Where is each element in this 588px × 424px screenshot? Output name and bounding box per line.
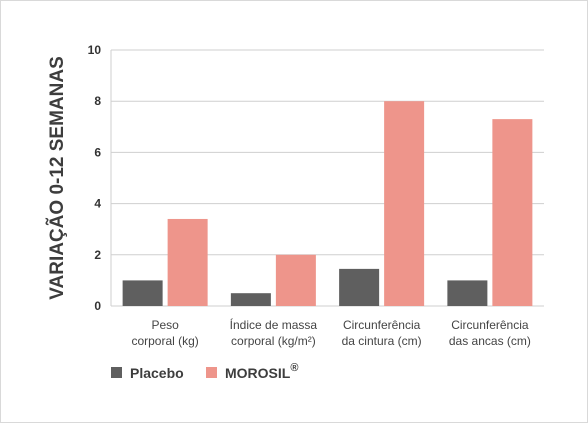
legend-swatch-placebo bbox=[111, 367, 122, 378]
bar-placebo-3 bbox=[447, 280, 488, 306]
bar-morosil-2 bbox=[384, 101, 425, 306]
y-axis-label: VARIAÇÃO 0-12 SEMANAS bbox=[46, 56, 68, 300]
x-category-label-line: corporal (kg/m²) bbox=[231, 334, 316, 348]
bar-morosil-3 bbox=[492, 119, 533, 307]
x-category-label-line: da cintura (cm) bbox=[342, 334, 422, 348]
y-tick-label-10: 10 bbox=[88, 43, 102, 57]
x-category-label-0: Peso corporal (kg) bbox=[131, 318, 198, 348]
x-category-label-1: Índice de massa corporal (kg/m²) bbox=[230, 317, 318, 348]
x-category-label-line: Índice de massa bbox=[230, 317, 318, 332]
x-category-label-line: Circunferência bbox=[451, 318, 529, 332]
bar-placebo-0 bbox=[122, 280, 163, 306]
x-category-label-line: Circunferência bbox=[343, 318, 421, 332]
x-category-label-line: Peso bbox=[151, 318, 179, 332]
bar-placebo-2 bbox=[339, 268, 380, 306]
x-category-label-line: das ancas (cm) bbox=[449, 334, 531, 348]
x-category-label-line: corporal (kg) bbox=[131, 334, 198, 348]
legend-label-morosil: MOROSIL® bbox=[225, 362, 298, 381]
y-tick-label-2: 2 bbox=[94, 248, 101, 262]
y-tick-label-4: 4 bbox=[94, 197, 101, 211]
bar-morosil-1 bbox=[275, 254, 316, 306]
y-tick-label-8: 8 bbox=[94, 94, 101, 108]
y-tick-label-0: 0 bbox=[94, 299, 101, 313]
legend-label-placebo: Placebo bbox=[130, 365, 184, 381]
y-tick-label-6: 6 bbox=[94, 145, 101, 159]
legend-registered-mark: ® bbox=[290, 362, 298, 374]
legend-swatch-morosil bbox=[206, 367, 217, 378]
x-category-label-2: Circunferência da cintura (cm) bbox=[342, 318, 422, 348]
bar-morosil-0 bbox=[167, 218, 208, 306]
x-category-label-3: Circunferência das ancas (cm) bbox=[449, 318, 531, 348]
bar-placebo-1 bbox=[230, 293, 271, 306]
